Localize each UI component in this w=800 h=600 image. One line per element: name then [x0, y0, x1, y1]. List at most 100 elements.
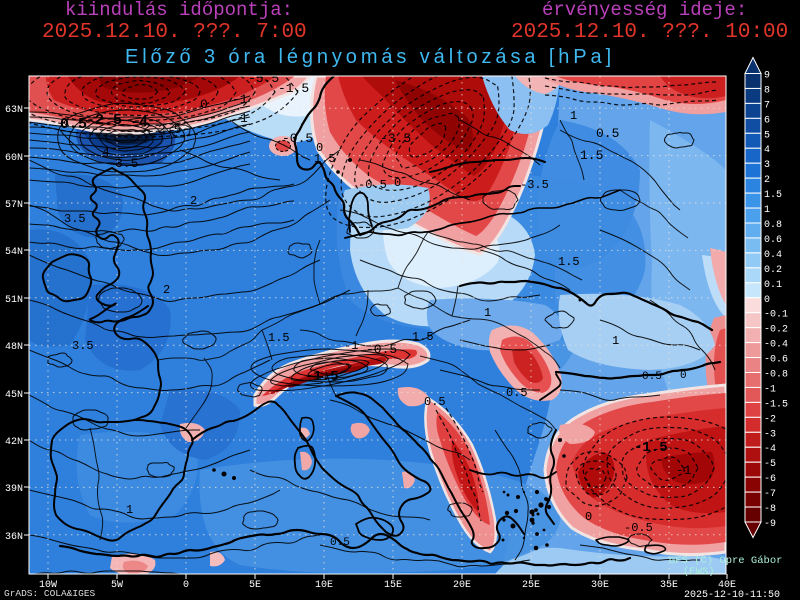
svg-text:2: 2	[190, 194, 197, 208]
svg-text:1: 1	[764, 205, 770, 216]
svg-text:-6: -6	[764, 474, 776, 485]
svg-text:39N: 39N	[5, 484, 23, 495]
svg-text:7: 7	[764, 100, 770, 111]
svg-text:8: 8	[764, 86, 770, 97]
svg-text:2: 2	[143, 120, 151, 135]
svg-text:0.5: 0.5	[506, 386, 528, 400]
svg-text:2: 2	[764, 175, 770, 186]
svg-text:-1.5: -1.5	[305, 369, 339, 385]
svg-text:GFS (C) Opre Gábor: GFS (C) Opre Gábor	[669, 555, 782, 567]
svg-text:-5: -5	[764, 459, 776, 470]
svg-text:0.5: 0.5	[330, 537, 350, 549]
svg-text:-0.4: -0.4	[764, 340, 788, 351]
svg-text:-1.5: -1.5	[764, 399, 788, 410]
svg-text:-2.5: -2.5	[86, 112, 122, 129]
svg-text:2025.12.10. ???. 7:00: 2025.12.10. ???. 7:00	[42, 21, 307, 44]
svg-text:0: 0	[764, 295, 770, 306]
svg-text:48N: 48N	[5, 342, 23, 353]
svg-text:0.2: 0.2	[764, 265, 782, 276]
svg-text:-0.5: -0.5	[358, 178, 387, 192]
svg-text:-1.5: -1.5	[278, 81, 309, 96]
svg-text:-1: -1	[344, 339, 358, 353]
svg-text:-8: -8	[764, 504, 776, 515]
svg-text:0.6: 0.6	[764, 235, 782, 246]
svg-text:-1: -1	[764, 384, 776, 395]
svg-text:-0.8: -0.8	[764, 370, 788, 381]
svg-text:0.1: 0.1	[764, 280, 782, 291]
svg-text:-0.1: -0.1	[764, 310, 788, 321]
svg-text:63N: 63N	[5, 105, 23, 116]
svg-text:6: 6	[764, 115, 770, 126]
svg-text:érvényesség ideje:: érvényesség ideje:	[542, 0, 747, 21]
svg-text:3.5: 3.5	[72, 339, 94, 353]
svg-text:0.5: 0.5	[60, 116, 87, 133]
svg-text:10W: 10W	[39, 580, 57, 591]
svg-text:1: 1	[612, 334, 619, 348]
svg-text:-1.5: -1.5	[634, 440, 668, 456]
svg-text:3.5: 3.5	[64, 212, 86, 226]
svg-text:0.8: 0.8	[764, 220, 782, 231]
svg-text:1.5: 1.5	[764, 190, 782, 201]
svg-text:1.5: 1.5	[558, 255, 580, 269]
svg-text:0.4: 0.4	[764, 250, 782, 261]
svg-text:42N: 42N	[5, 437, 23, 448]
svg-text:-7: -7	[764, 489, 776, 500]
svg-text:-0.6: -0.6	[764, 355, 788, 366]
svg-text:1: 1	[126, 503, 133, 517]
svg-text:0: 0	[200, 97, 208, 112]
svg-text:-3: -3	[764, 429, 776, 440]
svg-text:0: 0	[394, 176, 401, 190]
svg-text:(EWS): (EWS)	[683, 566, 715, 578]
svg-text:2025-12-10-11:50: 2025-12-10-11:50	[684, 590, 780, 600]
svg-text:0: 0	[316, 141, 323, 155]
svg-text:25E: 25E	[522, 580, 540, 591]
svg-text:3.5: 3.5	[115, 156, 138, 171]
svg-text:0: 0	[680, 370, 687, 382]
svg-text:-5.5: -5.5	[248, 71, 279, 86]
svg-text:-0.5: -0.5	[282, 131, 313, 146]
svg-text:-9: -9	[764, 519, 776, 530]
svg-text:3: 3	[764, 160, 770, 171]
svg-text:0.5: 0.5	[642, 371, 662, 383]
svg-text:15E: 15E	[384, 580, 402, 591]
svg-text:51N: 51N	[5, 295, 23, 306]
svg-text:60N: 60N	[5, 153, 23, 164]
svg-text:0: 0	[585, 510, 592, 524]
svg-text:35E: 35E	[660, 580, 678, 591]
svg-text:40E: 40E	[718, 580, 736, 591]
svg-text:0.5: 0.5	[596, 126, 619, 141]
svg-text:GrADS: COLA&IGES: GrADS: COLA&IGES	[4, 588, 96, 599]
svg-text:10E: 10E	[315, 580, 333, 591]
svg-text:-0.5: -0.5	[624, 521, 653, 535]
svg-text:30E: 30E	[591, 580, 609, 591]
svg-text:4: 4	[102, 145, 110, 160]
svg-text:1.5: 1.5	[268, 331, 290, 345]
svg-text:5E: 5E	[249, 580, 261, 591]
svg-text:2.5: 2.5	[158, 122, 181, 137]
svg-text:-2: -2	[764, 414, 776, 425]
svg-text:-0.2: -0.2	[764, 325, 788, 336]
svg-text:5W: 5W	[111, 580, 123, 591]
svg-text:2: 2	[163, 283, 170, 297]
svg-text:-3.5: -3.5	[520, 178, 549, 192]
svg-text:4: 4	[764, 145, 770, 156]
svg-text:1: 1	[240, 111, 248, 126]
svg-text:20E: 20E	[453, 580, 471, 591]
svg-text:54N: 54N	[5, 247, 23, 258]
svg-text:0: 0	[183, 580, 189, 591]
svg-text:-1: -1	[232, 92, 248, 107]
svg-text:9: 9	[764, 71, 770, 82]
svg-text:Előző 3 óra légnyomás változás: Előző 3 óra légnyomás változása [hPa]	[125, 46, 615, 68]
svg-text:2025.12.10. ???. 10:00: 2025.12.10. ???. 10:00	[511, 21, 788, 44]
svg-text:1.5: 1.5	[314, 152, 336, 166]
svg-text:1: 1	[484, 306, 491, 320]
svg-text:0.5: 0.5	[424, 395, 446, 409]
svg-text:kiindulás időpontja:: kiindulás időpontja:	[65, 0, 293, 21]
svg-text:1.5: 1.5	[412, 330, 434, 344]
svg-text:57N: 57N	[5, 200, 23, 211]
svg-text:-4: -4	[764, 444, 776, 455]
svg-text:1.5: 1.5	[580, 148, 603, 163]
svg-text:-1: -1	[676, 463, 692, 478]
svg-text:-3.5: -3.5	[380, 131, 411, 146]
svg-text:45N: 45N	[5, 390, 23, 401]
